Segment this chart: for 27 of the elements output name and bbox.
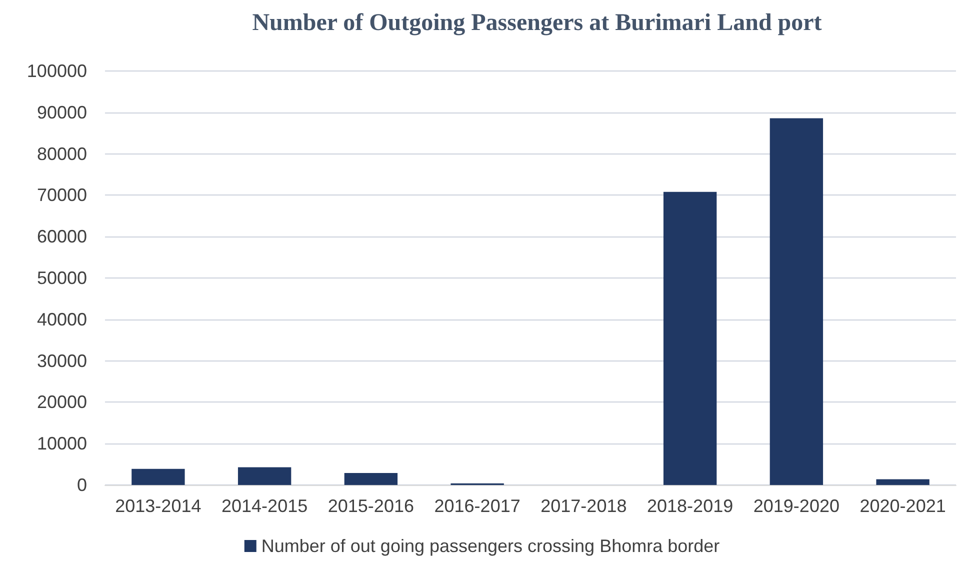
- y-tick-label: 0: [76, 475, 87, 495]
- chart-title: Number of Outgoing Passengers at Burimari Land port: [252, 10, 822, 36]
- y-tick-label: 70000: [36, 185, 87, 206]
- y-tick-label: 40000: [36, 309, 87, 330]
- bar: [876, 479, 930, 485]
- x-tick-label: 2020-2021: [860, 496, 946, 516]
- bar: [344, 472, 398, 485]
- y-tick-label: 10000: [36, 434, 87, 454]
- x-tick-label: 2016-2017: [434, 496, 520, 516]
- x-tick-label: 2019-2020: [753, 496, 840, 516]
- y-tick-label: 30000: [36, 350, 87, 371]
- bar: [238, 467, 292, 485]
- bar: [770, 118, 824, 485]
- y-tick-label: 90000: [36, 102, 87, 122]
- x-tick-label: 2014-2015: [222, 496, 308, 516]
- x-tick-label: 2017-2018: [540, 496, 627, 516]
- x-tick-label: 2013-2014: [115, 496, 202, 516]
- y-tick-label: 100000: [26, 61, 87, 81]
- x-tick-label: 2018-2019: [647, 496, 734, 516]
- y-tick-label: 50000: [36, 268, 87, 288]
- bar: [663, 192, 717, 485]
- bar: [132, 468, 185, 485]
- y-tick-label: 80000: [36, 144, 87, 164]
- y-tick-label: 60000: [36, 226, 87, 247]
- y-tick-label: 20000: [36, 392, 87, 412]
- x-tick-label: 2015-2016: [328, 496, 414, 516]
- legend-label: Number of out going passengers crossing Bhomra border: [261, 536, 720, 556]
